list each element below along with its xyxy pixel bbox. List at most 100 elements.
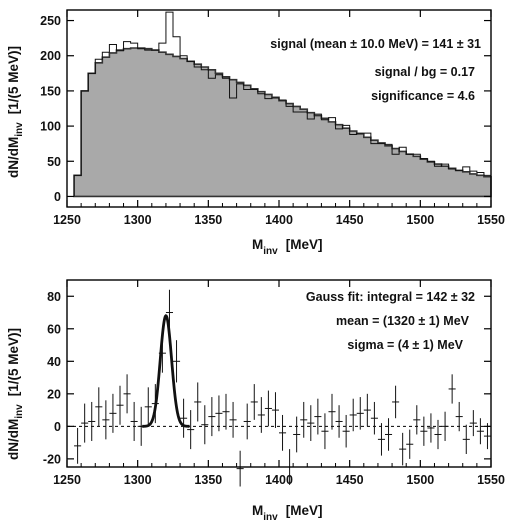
data-point <box>377 423 385 456</box>
top-y-axis-title: dN/dMinv [1/(5 MeV)] <box>6 46 25 178</box>
data-point <box>74 427 82 464</box>
data-point <box>250 384 258 420</box>
data-point <box>363 393 371 427</box>
data-point <box>194 382 202 422</box>
signal-histogram-outline <box>73 11 491 197</box>
data-point <box>399 432 407 466</box>
data-point <box>300 401 308 438</box>
data-point <box>279 414 287 451</box>
data-point <box>413 405 421 435</box>
data-point <box>180 398 188 438</box>
data-point <box>243 403 251 440</box>
x-tick-label: 1450 <box>336 213 364 227</box>
x-title-sub: inv <box>263 246 278 257</box>
data-point <box>293 416 301 453</box>
data-point <box>208 397 216 437</box>
data-point <box>406 429 414 459</box>
data-point <box>144 387 152 427</box>
annotation-gauss-integral: Gauss fit: integral = 142 ± 32 <box>306 290 475 304</box>
y-tick-label: 250 <box>40 14 61 28</box>
data-point <box>201 405 209 445</box>
data-point <box>448 374 456 404</box>
data-point <box>88 401 96 441</box>
annotation-gauss-sigma: sigma = (4 ± 1) MeV <box>347 338 463 352</box>
data-point <box>215 395 223 432</box>
data-point <box>441 411 449 441</box>
x-tick-label: 1400 <box>265 473 293 487</box>
bottom-fit-panel: 1250 1300 1350 1400 1450 1500 1550 -20 0 20 40 60 80… <box>6 279 505 523</box>
data-point <box>370 401 378 435</box>
bottom-x-axis-title: Minv [MeV] <box>252 503 322 523</box>
x-title-unit: [MeV] <box>286 503 323 518</box>
x-title-sub: inv <box>263 512 278 523</box>
x-tick-label: 1350 <box>194 213 222 227</box>
data-point <box>271 392 279 428</box>
data-point <box>187 410 195 450</box>
x-tick-label: 1500 <box>406 213 434 227</box>
data-point <box>328 393 336 430</box>
x-title-main: M <box>252 237 263 252</box>
y-tick-label: 40 <box>47 355 61 369</box>
data-point <box>469 410 477 437</box>
data-point <box>264 390 272 427</box>
data-point <box>349 398 357 432</box>
data-point <box>420 416 428 446</box>
data-point <box>356 397 364 430</box>
svg-text:Minv[MeV]: Minv [MeV] <box>252 237 322 257</box>
data-point <box>385 418 393 451</box>
data-point <box>116 385 124 425</box>
y-title-sub: inv <box>14 122 25 137</box>
data-point <box>236 450 244 487</box>
x-tick-label: 1350 <box>194 473 222 487</box>
annotation-signal-bg: signal / bg = 0.17 <box>375 65 475 79</box>
data-point <box>427 413 435 443</box>
y-title-unit: [1/(5 MeV)] <box>6 328 21 396</box>
svg-text:Minv[MeV]: Minv [MeV] <box>252 503 322 523</box>
bottom-plot-frame <box>66 279 492 468</box>
top-x-axis-title: Minv [MeV] <box>252 237 322 257</box>
svg-text:dN/dMinv[1/(5 MeV)]: dN/dMinv [1/(5 MeV)] <box>6 46 25 178</box>
annotation-signal: signal (mean ± 10.0 MeV) = 141 ± 31 <box>270 37 481 51</box>
x-tick-label: 1250 <box>53 473 81 487</box>
data-point <box>307 405 315 441</box>
data-point <box>476 418 484 445</box>
x-title-main: M <box>252 503 263 518</box>
data-point <box>314 398 322 435</box>
bottom-y-axis-title: dN/dMinv [1/(5 MeV)] <box>6 328 25 460</box>
y-title-main: dN/dM <box>6 419 21 460</box>
y-tick-label: 50 <box>47 155 61 169</box>
annotation-significance: significance = 4.6 <box>371 89 475 103</box>
data-point <box>257 397 265 433</box>
y-tick-label: 0 <box>54 190 61 204</box>
data-point <box>81 403 89 443</box>
x-tick-label: 1550 <box>477 473 505 487</box>
y-tick-label: 100 <box>40 120 61 134</box>
data-point <box>222 393 230 430</box>
data-point <box>392 385 400 419</box>
data-point <box>483 423 491 450</box>
data-point <box>229 401 237 438</box>
data-point <box>173 340 181 383</box>
data-point <box>130 401 138 441</box>
data-point <box>462 424 470 454</box>
data-point <box>95 387 103 427</box>
y-tick-label: -20 <box>43 452 61 466</box>
x-tick-label: 1550 <box>477 213 505 227</box>
data-point <box>321 413 329 450</box>
data-point <box>335 405 343 438</box>
gauss-fit-curve <box>142 314 190 428</box>
y-tick-label: 80 <box>47 290 61 304</box>
y-tick-label: 200 <box>40 49 61 63</box>
signal-histogram-line <box>73 11 491 197</box>
data-point <box>455 401 463 432</box>
y-tick-label: 60 <box>47 322 61 336</box>
x-tick-label: 1300 <box>124 473 152 487</box>
y-title-sub: inv <box>14 404 25 419</box>
x-tick-label: 1400 <box>265 213 293 227</box>
x-tick-label: 1250 <box>53 213 81 227</box>
x-tick-label: 1300 <box>124 213 152 227</box>
y-tick-label: 0 <box>54 420 61 434</box>
top-histogram-panel: 1250 1300 1350 1400 1450 1500 1550 0 50 100 150 200… <box>6 9 505 257</box>
y-tick-label: 150 <box>40 84 61 98</box>
